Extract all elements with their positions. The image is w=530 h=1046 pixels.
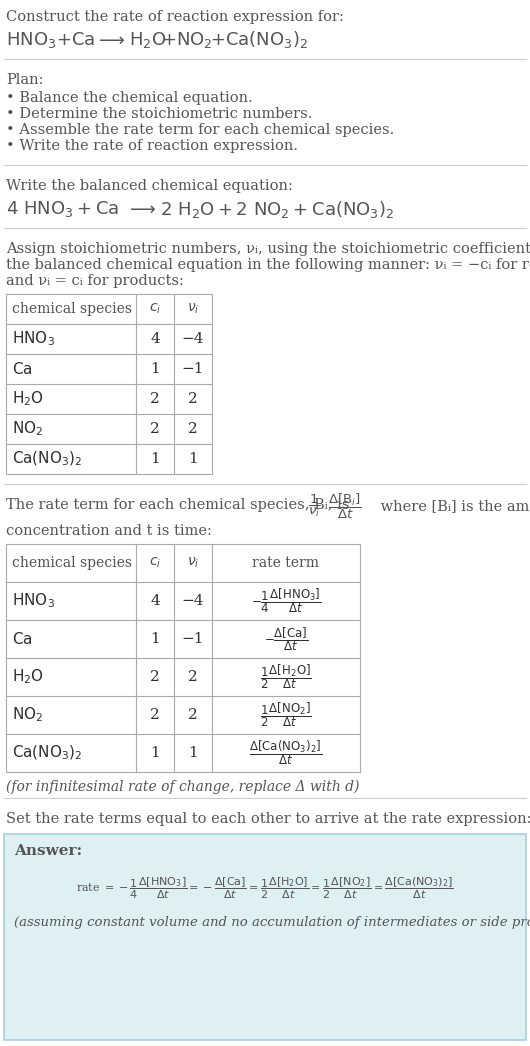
Text: $\mathrm{HNO_3}$: $\mathrm{HNO_3}$	[6, 30, 56, 50]
Text: rate $= -\dfrac{1}{4}\dfrac{\Delta[\mathrm{HNO_3}]}{\Delta t} = -\dfrac{\Delta[\: rate $= -\dfrac{1}{4}\dfrac{\Delta[\math…	[76, 876, 454, 901]
Bar	[6, 544, 360, 772]
Text: 2: 2	[188, 392, 198, 406]
Text: $\mathrm{+ Ca}$: $\mathrm{+ Ca}$	[56, 31, 95, 49]
Text: −1: −1	[182, 632, 204, 646]
Text: 1: 1	[150, 632, 160, 646]
Text: 4: 4	[150, 332, 160, 346]
Text: 1: 1	[150, 746, 160, 760]
Text: $\dfrac{\Delta[\mathrm{B}_i]}{\Delta t}$: $\dfrac{\Delta[\mathrm{B}_i]}{\Delta t}$	[328, 492, 361, 521]
Text: $c_i$: $c_i$	[149, 555, 161, 570]
Text: concentration and t is time:: concentration and t is time:	[6, 524, 212, 538]
Text: $\mathrm{+ Ca(NO_3)_2}$: $\mathrm{+ Ca(NO_3)_2}$	[210, 29, 308, 50]
Text: 2: 2	[150, 392, 160, 406]
Text: (for infinitesimal rate of change, replace Δ with d): (for infinitesimal rate of change, repla…	[6, 780, 359, 794]
Text: $\mathrm{Ca(NO_3)_2}$: $\mathrm{Ca(NO_3)_2}$	[12, 744, 83, 763]
Text: Plan:: Plan:	[6, 73, 43, 87]
Text: • Balance the chemical equation.: • Balance the chemical equation.	[6, 91, 253, 105]
Text: 2: 2	[150, 670, 160, 684]
Text: 1: 1	[150, 452, 160, 467]
Text: Set the rate terms equal to each other to arrive at the rate expression:: Set the rate terms equal to each other t…	[6, 812, 530, 826]
Text: $\mathrm{4\ HNO_3 + Ca}$: $\mathrm{4\ HNO_3 + Ca}$	[6, 199, 119, 219]
Text: $\dfrac{\Delta[\mathrm{Ca(NO_3)_2}]}{\Delta t}$: $\dfrac{\Delta[\mathrm{Ca(NO_3)_2}]}{\De…	[250, 738, 323, 768]
Text: chemical species: chemical species	[12, 556, 132, 570]
Text: $\mathrm{NO_2}$: $\mathrm{NO_2}$	[12, 706, 43, 724]
Text: $-\dfrac{1}{4}\dfrac{\Delta[\mathrm{HNO_3}]}{\Delta t}$: $-\dfrac{1}{4}\dfrac{\Delta[\mathrm{HNO_…	[251, 587, 321, 615]
Text: 2: 2	[188, 422, 198, 436]
Text: $\dfrac{1}{\nu_i}$: $\dfrac{1}{\nu_i}$	[308, 493, 320, 519]
Text: Assign stoichiometric numbers, νᵢ, using the stoichiometric coefficients, cᵢ, fr: Assign stoichiometric numbers, νᵢ, using…	[6, 242, 530, 256]
Text: $\dfrac{1}{2}\dfrac{\Delta[\mathrm{H_2O}]}{\Delta t}$: $\dfrac{1}{2}\dfrac{\Delta[\mathrm{H_2O}…	[260, 662, 312, 691]
Text: $\mathrm{HNO_3}$: $\mathrm{HNO_3}$	[12, 592, 55, 611]
Text: Construct the rate of reaction expression for:: Construct the rate of reaction expressio…	[6, 10, 344, 24]
Text: $\mathrm{Ca(NO_3)_2}$: $\mathrm{Ca(NO_3)_2}$	[12, 450, 83, 469]
Text: $\mathrm{2\ H_2O + 2\ NO_2 + Ca(NO_3)_2}$: $\mathrm{2\ H_2O + 2\ NO_2 + Ca(NO_3)_2}…	[160, 199, 394, 220]
Text: $\mathrm{H_2O}$: $\mathrm{H_2O}$	[12, 667, 44, 686]
Bar	[4, 834, 526, 1040]
Text: rate term: rate term	[252, 556, 320, 570]
Text: • Assemble the rate term for each chemical species.: • Assemble the rate term for each chemic…	[6, 123, 394, 137]
Text: −4: −4	[182, 594, 204, 608]
Text: $\mathrm{HNO_3}$: $\mathrm{HNO_3}$	[12, 329, 55, 348]
Text: chemical species: chemical species	[12, 302, 132, 316]
Text: $\nu_i$: $\nu_i$	[187, 555, 199, 570]
Text: 2: 2	[188, 670, 198, 684]
Text: 1: 1	[150, 362, 160, 376]
Text: The rate term for each chemical species, Bᵢ, is: The rate term for each chemical species,…	[6, 498, 349, 511]
Text: • Determine the stoichiometric numbers.: • Determine the stoichiometric numbers.	[6, 107, 312, 121]
Text: $\longrightarrow$: $\longrightarrow$	[126, 200, 156, 218]
Text: where [Bᵢ] is the amount: where [Bᵢ] is the amount	[376, 499, 530, 513]
Text: 2: 2	[150, 708, 160, 722]
Text: (assuming constant volume and no accumulation of intermediates or side products): (assuming constant volume and no accumul…	[14, 916, 530, 929]
Bar	[6, 294, 212, 474]
Text: $\mathrm{Ca}$: $\mathrm{Ca}$	[12, 361, 33, 377]
Text: $c_i$: $c_i$	[149, 302, 161, 316]
Text: −4: −4	[182, 332, 204, 346]
Text: 2: 2	[150, 422, 160, 436]
Text: $\mathrm{+ NO_2}$: $\mathrm{+ NO_2}$	[161, 30, 213, 50]
Text: $\mathrm{Ca}$: $\mathrm{Ca}$	[12, 631, 33, 647]
Text: the balanced chemical equation in the following manner: νᵢ = −cᵢ for reactants: the balanced chemical equation in the fo…	[6, 258, 530, 272]
Text: −1: −1	[182, 362, 204, 376]
Text: $\mathrm{NO_2}$: $\mathrm{NO_2}$	[12, 419, 43, 438]
Text: Write the balanced chemical equation:: Write the balanced chemical equation:	[6, 179, 293, 194]
Text: $\nu_i$: $\nu_i$	[187, 302, 199, 316]
Text: 4: 4	[150, 594, 160, 608]
Text: $-\dfrac{\Delta[\mathrm{Ca}]}{\Delta t}$: $-\dfrac{\Delta[\mathrm{Ca}]}{\Delta t}$	[264, 626, 308, 653]
Text: 1: 1	[188, 452, 198, 467]
Text: $\dfrac{1}{2}\dfrac{\Delta[\mathrm{NO_2}]}{\Delta t}$: $\dfrac{1}{2}\dfrac{\Delta[\mathrm{NO_2}…	[260, 701, 312, 729]
Text: • Write the rate of reaction expression.: • Write the rate of reaction expression.	[6, 139, 298, 153]
Text: $\longrightarrow$: $\longrightarrow$	[95, 31, 126, 49]
Text: $\mathrm{H_2O}$: $\mathrm{H_2O}$	[129, 30, 166, 50]
Text: 1: 1	[188, 746, 198, 760]
Text: and νᵢ = cᵢ for products:: and νᵢ = cᵢ for products:	[6, 274, 184, 288]
Text: $\mathrm{H_2O}$: $\mathrm{H_2O}$	[12, 390, 44, 408]
Text: Answer:: Answer:	[14, 844, 82, 858]
Text: 2: 2	[188, 708, 198, 722]
